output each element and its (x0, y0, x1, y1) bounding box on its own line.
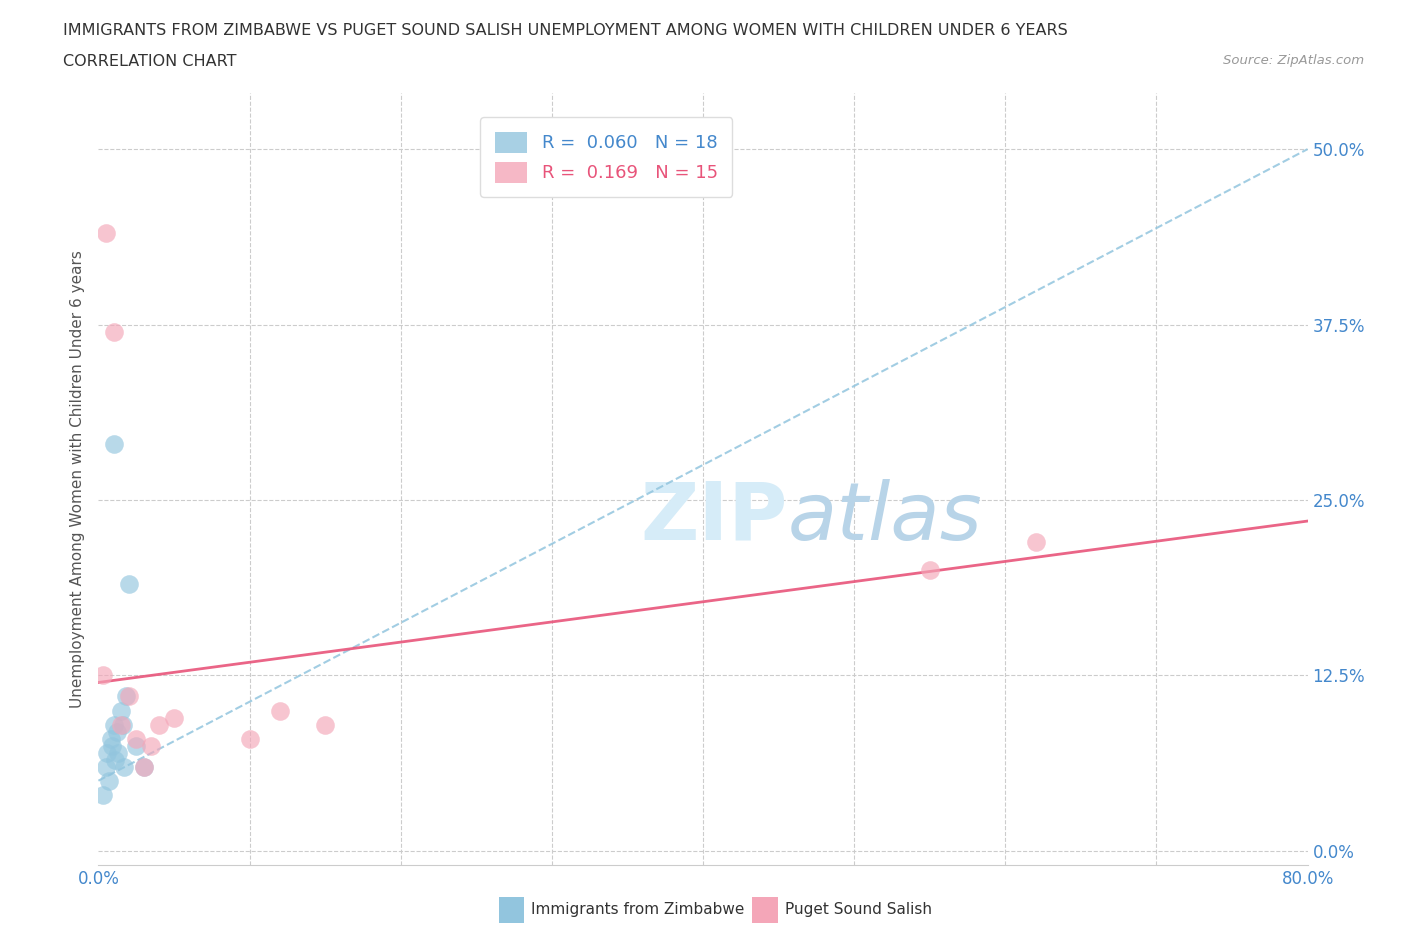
Text: ZIP: ZIP (640, 479, 787, 556)
Y-axis label: Unemployment Among Women with Children Under 6 years: Unemployment Among Women with Children U… (69, 250, 84, 708)
Point (100, 731, 122, 746)
Point (91, 668, 114, 683)
Text: atlas: atlas (787, 479, 983, 556)
Point (118, 577, 141, 591)
Point (103, 717, 125, 732)
Point (101, 738, 124, 753)
Text: CORRELATION CHART: CORRELATION CHART (63, 54, 236, 69)
Point (125, 731, 148, 746)
Text: Immigrants from Zimbabwe: Immigrants from Zimbabwe (531, 902, 745, 917)
Point (132, 759, 155, 774)
Point (269, 703, 291, 718)
Point (103, 436, 125, 451)
Point (110, 703, 132, 718)
Point (163, 711, 186, 725)
Point (111, 717, 134, 732)
Point (148, 717, 170, 732)
Point (104, 752, 127, 767)
Point (239, 731, 262, 746)
Point (98, 773, 121, 788)
Text: Source: ZipAtlas.com: Source: ZipAtlas.com (1223, 54, 1364, 67)
Legend: R =  0.060   N = 18, R =  0.169   N = 15: R = 0.060 N = 18, R = 0.169 N = 15 (481, 117, 733, 197)
Point (918, 563, 941, 578)
Point (112, 759, 135, 774)
Point (132, 759, 155, 774)
Text: Puget Sound Salish: Puget Sound Salish (785, 902, 932, 917)
Point (114, 689, 136, 704)
Point (118, 689, 141, 704)
Point (1024, 535, 1046, 550)
Point (94, 226, 117, 241)
Point (105, 724, 128, 739)
Point (314, 717, 336, 732)
Point (103, 325, 125, 339)
Point (125, 738, 148, 753)
Point (107, 745, 129, 760)
Text: IMMIGRANTS FROM ZIMBABWE VS PUGET SOUND SALISH UNEMPLOYMENT AMONG WOMEN WITH CHI: IMMIGRANTS FROM ZIMBABWE VS PUGET SOUND … (63, 23, 1069, 38)
Point (91, 788, 114, 803)
Point (96, 745, 118, 760)
Point (94, 759, 117, 774)
Point (110, 717, 132, 732)
Point (141, 738, 163, 753)
